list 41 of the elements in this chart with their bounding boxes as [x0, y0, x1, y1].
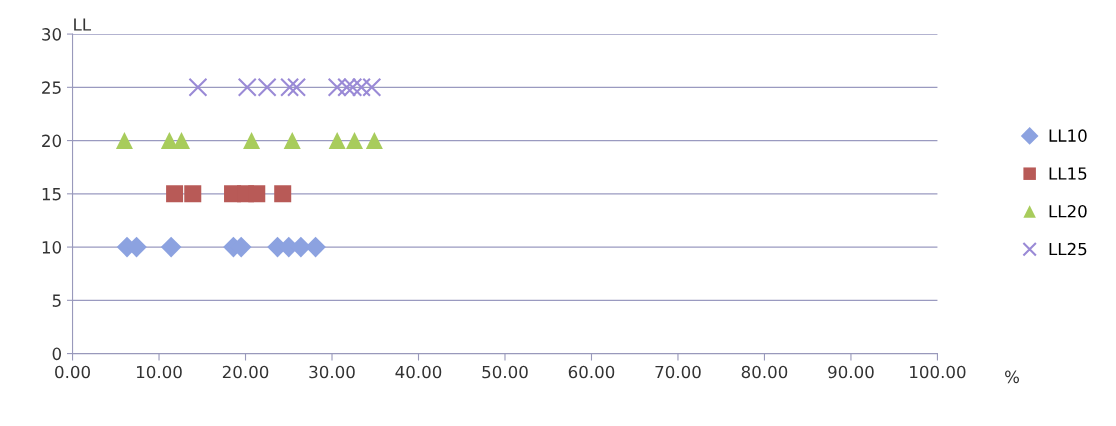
legend-label: LL25 [1049, 242, 1087, 256]
point [243, 132, 261, 150]
point [160, 132, 178, 150]
y-tick-label: 20 [42, 134, 62, 148]
y-tick-label: 25 [42, 81, 61, 94]
x-tick-label: 60.00 [568, 365, 615, 379]
point [274, 185, 292, 203]
x-tick-label: 80.00 [741, 365, 788, 379]
x-tick-label: 0.00 [55, 365, 90, 379]
point [305, 236, 326, 258]
point [280, 77, 300, 97]
x-tick-label: 70.00 [655, 365, 701, 379]
point [166, 185, 184, 203]
y-tick-label: 30 [42, 28, 62, 41]
point [160, 236, 182, 258]
y-tick-label: 0 [52, 347, 62, 361]
point [248, 185, 266, 203]
point [345, 132, 363, 150]
legend-label: LL10 [1049, 129, 1087, 142]
point [115, 132, 133, 150]
point [188, 77, 208, 97]
point [287, 77, 307, 97]
point [184, 185, 202, 203]
y-axis-title: LL [74, 18, 92, 31]
x-axis-title: % [1005, 370, 1020, 384]
x-tick-label: 30.00 [309, 365, 355, 379]
legend-label: LL15 [1049, 167, 1087, 180]
y-tick-label: 5 [52, 294, 61, 307]
point [283, 132, 301, 150]
x-tick-label: 20.00 [222, 365, 269, 379]
x-tick-label: 10.00 [137, 365, 182, 379]
point [173, 132, 191, 150]
legend-label: LL20 [1049, 204, 1087, 218]
point [328, 132, 346, 150]
point [365, 132, 383, 150]
x-tick-label: 100.00 [910, 365, 966, 379]
y-tick-label: 10 [42, 241, 62, 254]
y-tick-label: 15 [42, 188, 61, 201]
x-tick-label: 50.00 [482, 365, 528, 379]
x-tick-label: 40.00 [395, 365, 442, 379]
x-tick-label: 90.00 [828, 365, 874, 379]
